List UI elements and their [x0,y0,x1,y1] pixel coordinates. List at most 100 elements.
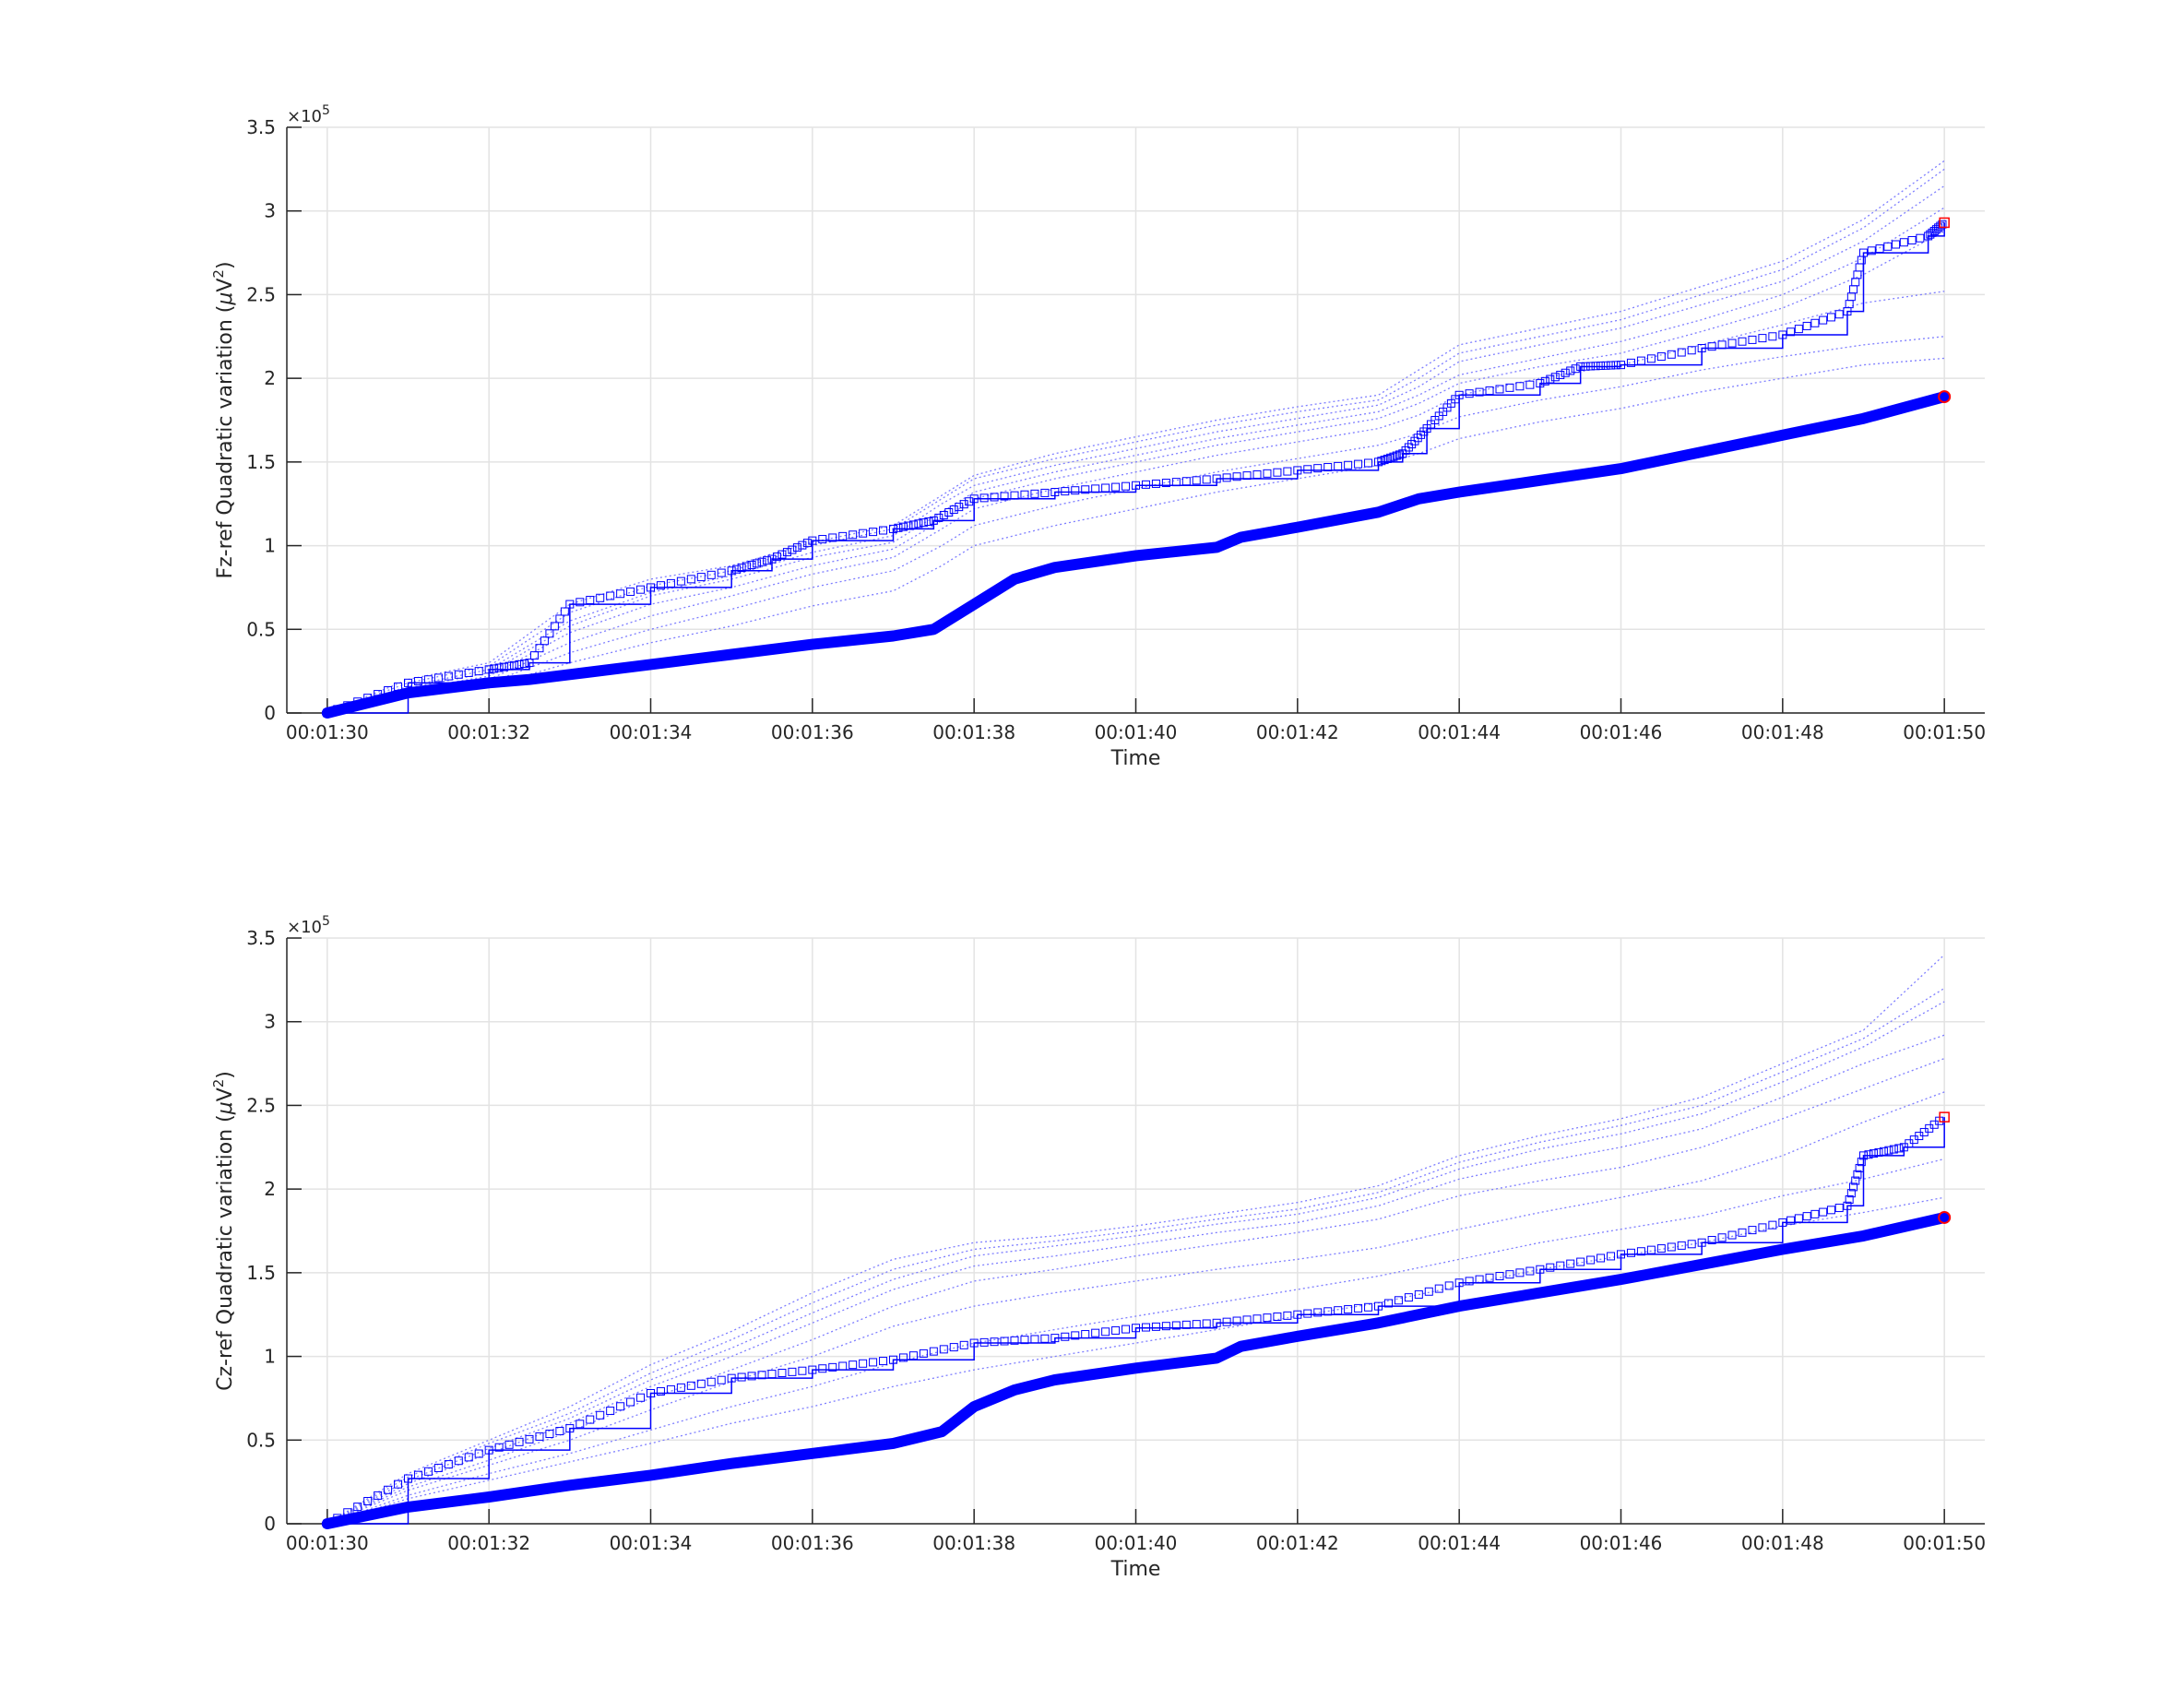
square-marker [889,524,897,533]
square-marker [859,1359,868,1368]
square-marker [666,578,675,588]
square-marker [1383,1299,1393,1308]
square-marker [717,1375,726,1384]
y-axis-label: Fz-ref Quadratic variation (μV2) [210,261,237,578]
square-marker [1413,434,1422,443]
square-marker [1313,1308,1323,1317]
square-marker [898,522,908,531]
square-marker [1071,486,1080,495]
square-marker [808,536,817,545]
square-marker [647,1388,655,1397]
square-marker [1626,358,1635,367]
square-marker [1283,1311,1292,1320]
square-marker [1540,376,1549,386]
square-marker [788,1367,797,1376]
y-tick-label: 2.5 [246,283,276,305]
square-marker [1596,362,1606,371]
end-square-marker [1939,217,1950,229]
square-marker [869,528,878,537]
square-marker [596,593,605,602]
series-line-squares [326,222,1945,714]
square-marker [1556,371,1565,380]
square-marker [1677,1241,1686,1250]
square-marker [1727,339,1737,348]
square-marker [1303,465,1312,474]
square-marker [540,636,549,646]
square-marker [1869,1149,1878,1158]
square-marker [1475,1275,1484,1284]
square-marker [979,1337,989,1347]
square-marker [1061,487,1070,496]
square-marker [1410,436,1419,446]
square-marker [908,1351,918,1360]
square-marker [1334,461,1343,470]
series-line-dotted [326,207,1945,714]
square-marker [1857,1158,1866,1167]
square-marker [1394,1296,1403,1305]
square-marker [777,1368,787,1377]
y-tick-label: 3 [264,200,276,222]
square-marker [763,556,772,565]
square-marker [1222,473,1231,482]
square-marker [1242,471,1252,481]
x-tick-label: 00:01:30 [286,1532,369,1554]
square-marker [1081,1330,1090,1339]
square-marker [772,552,781,562]
square-marker [576,598,585,607]
square-marker [545,629,554,638]
square-marker [1826,1206,1835,1215]
square-marker [565,1424,575,1433]
square-marker [1536,1265,1545,1274]
square-marker [1738,1228,1747,1237]
x-tick-label: 00:01:32 [447,1532,530,1554]
series-line-dotted [326,1001,1945,1525]
square-marker [1667,350,1676,359]
square-marker [560,607,569,616]
square-marker [818,1364,827,1373]
square-marker [1855,1163,1864,1172]
square-marker [1834,310,1844,319]
square-marker [565,600,575,609]
square-marker [1556,1261,1565,1270]
square-marker [1101,1327,1110,1337]
square-marker [1434,1284,1443,1293]
square-marker [1192,1320,1201,1329]
square-marker [818,535,827,544]
square-marker [1758,334,1767,343]
square-marker [849,530,858,540]
square-marker [454,1456,463,1466]
square-marker [879,526,888,535]
square-marker [1101,483,1110,493]
square-marker [474,667,483,676]
y-tick-label: 1 [264,535,276,557]
square-marker [1000,1337,1009,1346]
square-marker [1802,1212,1811,1221]
square-marker [596,1410,605,1420]
square-marker [747,1372,756,1381]
square-marker [1656,352,1666,362]
square-marker [1192,476,1201,485]
square-marker [767,554,777,564]
square-marker [606,1407,615,1416]
square-marker [1414,1289,1423,1299]
square-marker [1364,458,1373,468]
square-marker [1550,373,1560,382]
square-marker [869,1358,878,1367]
square-marker [1273,1312,1282,1321]
square-marker [656,581,665,590]
square-marker [510,660,519,670]
square-marker [494,663,504,672]
square-marker [1727,1230,1737,1240]
square-marker [929,516,938,525]
square-marker [798,1366,807,1375]
square-marker [1601,361,1610,370]
square-marker [1851,1176,1860,1185]
square-marker [1810,1209,1820,1218]
square-marker [515,1437,524,1446]
square-marker [1485,1273,1494,1282]
square-marker [1030,1335,1039,1344]
square-marker [1401,446,1410,455]
square-marker [1000,492,1009,501]
y-tick-label: 0 [264,702,276,724]
square-marker [944,508,954,517]
